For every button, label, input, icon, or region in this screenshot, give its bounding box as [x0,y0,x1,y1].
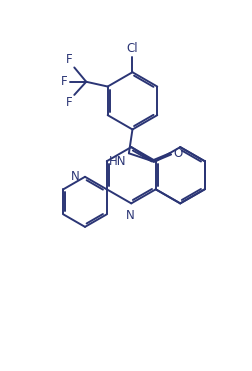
Text: Cl: Cl [126,42,138,55]
Text: N: N [125,209,134,221]
Text: F: F [66,96,72,109]
Text: O: O [173,147,182,160]
Text: N: N [71,170,79,183]
Text: HN: HN [108,154,125,167]
Text: F: F [66,53,72,66]
Text: F: F [61,75,67,88]
